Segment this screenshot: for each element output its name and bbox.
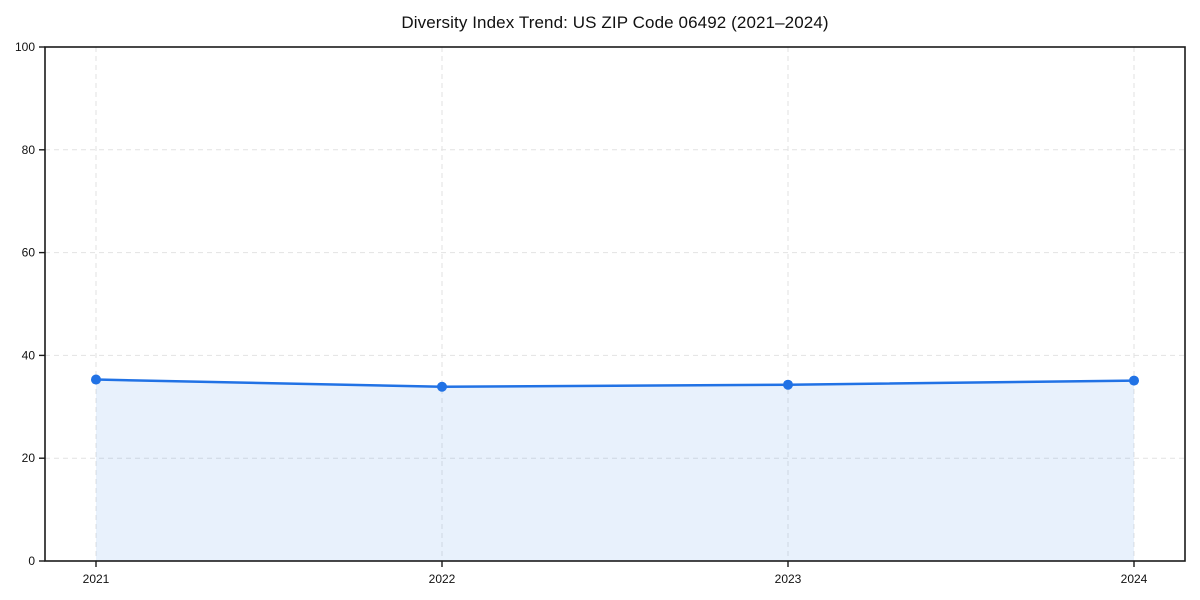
- y-tick-label: 20: [22, 451, 36, 465]
- y-tick-label: 40: [22, 348, 36, 362]
- x-tick-label: 2024: [1121, 572, 1148, 586]
- data-point: [783, 379, 793, 390]
- x-tick-label: 2022: [429, 572, 456, 586]
- chart-title: Diversity Index Trend: US ZIP Code 06492…: [401, 13, 829, 32]
- y-tick-label: 80: [22, 143, 36, 157]
- x-tick-label: 2023: [775, 572, 802, 586]
- data-point: [1129, 375, 1139, 386]
- y-tick-label: 100: [15, 40, 35, 54]
- trend-line: [94, 378, 1136, 389]
- y-tick-label: 0: [28, 554, 35, 568]
- data-point: [91, 374, 101, 385]
- plot-border: [44, 46, 1186, 562]
- area-fill: [96, 379, 1134, 561]
- data-point: [437, 381, 447, 392]
- y-tick-label: 60: [22, 246, 36, 260]
- x-tick-label: 2021: [83, 572, 110, 586]
